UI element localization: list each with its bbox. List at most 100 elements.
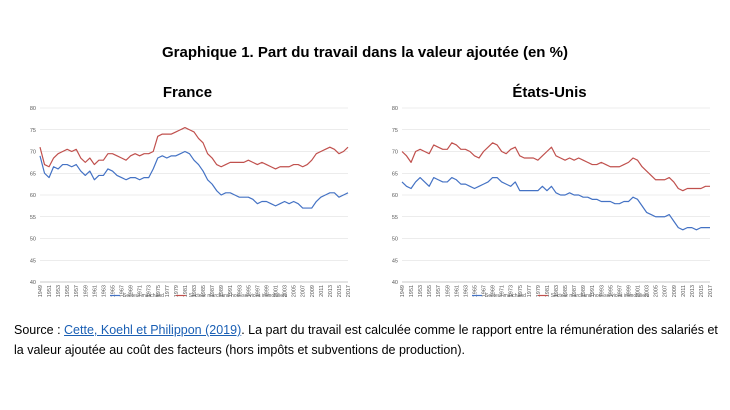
y-tick-label: 45: [392, 258, 398, 264]
x-tick-label: 2003: [283, 285, 289, 297]
source-link[interactable]: Cette, Koehl et Philippon (2019): [64, 323, 242, 337]
y-tick-label: 70: [392, 150, 398, 156]
x-tick-label: 1979: [536, 285, 542, 297]
x-tick-label: 1951: [47, 285, 53, 297]
source-suffix: . La part du travail est calculée comme …: [14, 323, 718, 357]
x-tick-label: 1983: [192, 285, 198, 297]
x-tick-label: 1989: [581, 285, 587, 297]
x-tick-label: 1949: [400, 285, 406, 297]
chart-main-title: Graphique 1. Part du travail dans la val…: [162, 44, 568, 61]
x-tick-label: 2017: [346, 285, 352, 297]
x-tick-label: 1953: [418, 285, 424, 297]
x-tick-label: 1997: [617, 285, 623, 297]
x-tick-label: 1971: [500, 285, 506, 297]
legend-label-1: Secteur marchand: [485, 293, 526, 299]
x-tick-label: 1987: [210, 285, 216, 297]
x-tick-label: 1969: [491, 285, 497, 297]
x-tick-label: 1977: [165, 285, 171, 297]
x-tick-label: 1995: [608, 285, 614, 297]
x-tick-label: 1959: [445, 285, 451, 297]
x-tick-label: 1973: [147, 285, 153, 297]
y-tick-label: 60: [30, 193, 36, 199]
x-tick-label: 1957: [436, 285, 442, 297]
series-line-1: [401, 176, 710, 231]
x-tick-label: 1987: [572, 285, 578, 297]
x-tick-label: 2003: [645, 285, 651, 297]
x-tick-label: 1951: [409, 285, 415, 297]
y-tick-label: 50: [392, 237, 398, 243]
x-tick-label: 2015: [337, 285, 343, 297]
x-tick-label: 1963: [463, 285, 469, 297]
x-tick-label: 2017: [708, 285, 714, 297]
x-tick-label: 2009: [672, 285, 678, 297]
x-tick-label: 1999: [626, 285, 632, 297]
y-tick-label: 40: [392, 280, 398, 286]
x-tick-label: 2005: [654, 285, 660, 297]
y-tick-label: 75: [30, 128, 36, 134]
y-tick-label: 70: [30, 150, 36, 156]
x-tick-label: 1977: [527, 285, 533, 297]
x-tick-label: 1969: [129, 285, 135, 297]
x-tick-label: 1983: [554, 285, 560, 297]
x-tick-label: 1963: [101, 285, 107, 297]
x-tick-label: 1959: [83, 285, 89, 297]
x-tick-label: 1991: [228, 285, 234, 297]
x-tick-label: 1949: [38, 285, 44, 297]
x-tick-label: 1999: [264, 285, 270, 297]
x-tick-label: 1995: [246, 285, 252, 297]
legend-label-2: Secteur marchand hors services immobilie…: [551, 293, 650, 299]
chart-title-france: France: [162, 84, 213, 101]
x-tick-label: 1993: [237, 285, 243, 297]
x-tick-label: 1981: [545, 285, 551, 297]
y-tick-label: 50: [30, 237, 36, 243]
x-tick-label: 1985: [563, 285, 569, 297]
x-tick-label: 1971: [138, 285, 144, 297]
x-tick-label: 2005: [292, 285, 298, 297]
x-tick-label: 1985: [201, 285, 207, 297]
x-tick-label: 1965: [110, 285, 116, 297]
x-tick-label: 1979: [174, 285, 180, 297]
x-tick-label: 1997: [255, 285, 261, 297]
source-prefix: Source :: [14, 323, 65, 337]
y-tick-label: 60: [392, 193, 398, 199]
x-tick-label: 1953: [56, 285, 62, 297]
legend-label-2: Secteur marchand hors services immobilie…: [189, 293, 288, 299]
x-tick-label: 1957: [74, 285, 80, 297]
x-tick-label: 2007: [663, 285, 669, 297]
x-tick-label: 1961: [454, 285, 460, 297]
y-tick-label: 80: [30, 106, 36, 112]
series-line-2: [401, 142, 710, 192]
series-line-1: [39, 150, 349, 209]
x-tick-label: 2011: [681, 285, 687, 297]
x-tick-label: 2013: [328, 285, 334, 297]
x-tick-label: 1955: [427, 285, 433, 297]
x-tick-label: 1993: [599, 285, 605, 297]
series-line-2: [39, 126, 349, 170]
chart-title-us: États-Unis: [512, 84, 587, 101]
x-tick-label: 1967: [120, 285, 126, 297]
y-tick-label: 65: [30, 171, 36, 177]
source-note: Source : Cette, Koehl et Philippon (2019…: [14, 320, 719, 360]
y-tick-label: 80: [392, 106, 398, 112]
x-tick-label: 2011: [319, 285, 325, 297]
x-tick-label: 1967: [482, 285, 488, 297]
x-tick-label: 1965: [472, 285, 478, 297]
x-tick-label: 2009: [310, 285, 316, 297]
y-tick-label: 75: [392, 128, 398, 134]
x-tick-label: 1991: [590, 285, 596, 297]
y-tick-label: 45: [30, 258, 36, 264]
x-tick-label: 2001: [636, 285, 642, 297]
y-tick-label: 55: [392, 215, 398, 221]
x-tick-label: 2015: [699, 285, 705, 297]
legend-label-1: Secteur marchand: [123, 293, 164, 299]
y-tick-label: 65: [392, 171, 398, 177]
y-tick-label: 40: [30, 280, 36, 286]
x-tick-label: 2013: [690, 285, 696, 297]
x-tick-label: 1955: [65, 285, 71, 297]
x-tick-label: 2007: [301, 285, 307, 297]
x-tick-label: 1973: [509, 285, 515, 297]
x-tick-label: 1961: [92, 285, 98, 297]
x-tick-label: 1981: [183, 285, 189, 297]
